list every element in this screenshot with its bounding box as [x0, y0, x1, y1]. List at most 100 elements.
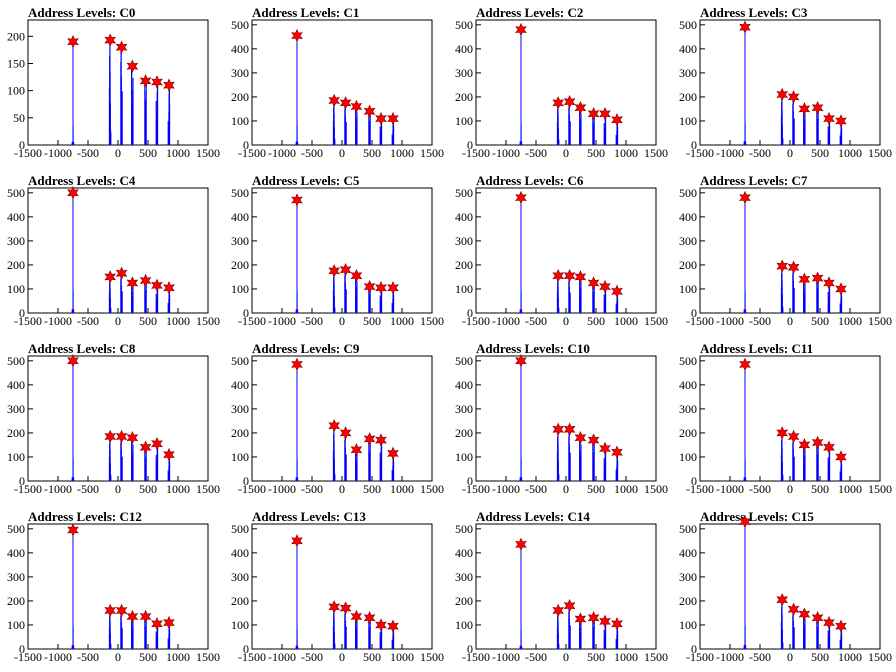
y-tick-label: 200	[7, 594, 25, 608]
peak-marker	[835, 114, 847, 128]
x-tick-label: -1500	[462, 146, 490, 160]
x-tick-label: 1500	[868, 314, 892, 328]
peak-marker	[151, 278, 163, 293]
x-tick-label: -500	[301, 314, 323, 328]
peak-marker	[599, 107, 611, 121]
peak-marker	[611, 445, 623, 459]
x-tick-label: -1000	[44, 482, 72, 496]
y-tick-label: 100	[7, 618, 25, 632]
x-tick-label: -500	[525, 482, 547, 496]
x-tick-label: -1500	[238, 146, 266, 160]
x-tick-label: 1000	[838, 650, 862, 664]
y-tick-label: 500	[679, 18, 697, 32]
chart-title: Address Levels: C3	[700, 5, 808, 20]
peak-marker	[67, 186, 79, 200]
peak-marker	[126, 59, 139, 73]
chart-panel-12: Address Levels: C12 0 100 200 300 400 500 -1500…	[7, 509, 220, 664]
plot-frame	[699, 523, 881, 650]
y-tick-label: 200	[7, 426, 25, 440]
chart-panel-9: Address Levels: C90100200300400500-1500-…	[231, 341, 444, 496]
chart-panel-7: Address Levels: C70100200300400500-1500-…	[679, 173, 892, 328]
x-tick-label: 500	[811, 650, 829, 664]
peak-marker	[375, 111, 387, 126]
peak-marker	[574, 270, 587, 284]
y-tick-label: 100	[7, 450, 25, 464]
peak-marker	[563, 422, 576, 437]
y-tick-label: 100	[231, 618, 249, 632]
y-tick-label: 400	[679, 546, 697, 560]
y-tick-label: 500	[7, 186, 25, 200]
peak-marker	[339, 96, 352, 110]
x-tick-label: -500	[525, 314, 547, 328]
x-tick-label: 1000	[390, 314, 414, 328]
x-tick-label: 500	[811, 482, 829, 496]
peak-marker	[823, 440, 835, 455]
x-tick-label: 1000	[166, 146, 190, 160]
x-tick-label: 1500	[420, 482, 444, 496]
y-tick-label: 200	[455, 594, 473, 608]
x-tick-label: 1500	[868, 482, 892, 496]
y-tick-label: 500	[231, 354, 249, 368]
y-tick-label: 100	[679, 282, 697, 296]
peak-marker	[611, 617, 623, 631]
chart-title: Address Levels: C9	[252, 341, 360, 356]
x-tick-label: -1000	[716, 482, 744, 496]
chart-panel-3: Address Levels: C30100200300400500-1500-…	[679, 5, 892, 160]
y-tick-label: 0	[19, 474, 25, 488]
x-tick-label: -500	[77, 482, 99, 496]
y-tick-label: 0	[467, 642, 473, 656]
y-tick-label: 100	[7, 84, 25, 98]
x-tick-label: 1000	[614, 482, 638, 496]
peak-marker	[291, 534, 303, 548]
x-tick-label: 1500	[868, 146, 892, 160]
y-tick-label: 0	[691, 642, 697, 656]
x-tick-label: 500	[363, 482, 381, 496]
chart-title: Address Levels: C8	[28, 341, 136, 356]
peak-marker	[151, 617, 163, 631]
x-tick-label: -1000	[268, 314, 296, 328]
x-tick-label: 0	[339, 146, 345, 160]
y-tick-label: 0	[19, 642, 25, 656]
x-tick-label: 500	[139, 146, 157, 160]
peak-marker	[563, 268, 576, 283]
x-tick-label: 500	[363, 146, 381, 160]
x-tick-label: 1500	[644, 314, 668, 328]
peak-marker	[350, 268, 363, 283]
peak-marker	[776, 87, 789, 102]
y-tick-label: 0	[691, 474, 697, 488]
peak-marker	[798, 102, 811, 116]
x-tick-label: -500	[77, 146, 99, 160]
peak-marker	[328, 418, 341, 433]
peak-marker	[291, 28, 303, 43]
x-tick-label: 1500	[420, 650, 444, 664]
peak-marker	[515, 537, 527, 552]
y-tick-label: 0	[691, 306, 697, 320]
y-tick-label: 0	[19, 306, 25, 320]
x-tick-label: -500	[77, 314, 99, 328]
x-tick-label: -1500	[686, 146, 714, 160]
plot-frame	[475, 19, 657, 146]
peak-marker	[835, 619, 847, 633]
chart-title: Address Levels: C0	[28, 5, 135, 20]
peak-marker	[563, 94, 576, 109]
y-tick-label: 500	[7, 522, 25, 536]
peak-marker	[587, 611, 600, 625]
x-tick-label: 1000	[166, 314, 190, 328]
x-tick-label: -500	[77, 650, 99, 664]
chart-panel-8: Address Levels: C80100200300400500-1500-…	[7, 341, 220, 496]
y-tick-label: 0	[467, 306, 473, 320]
x-tick-label: -1500	[462, 650, 490, 664]
chart-panel-5: Address Levels: C50100200300400500-1500-…	[231, 173, 444, 328]
y-tick-label: 500	[679, 354, 697, 368]
peak-marker	[339, 426, 352, 440]
x-tick-label: -1000	[716, 314, 744, 328]
chart-title: Address Levels: C10	[476, 341, 590, 356]
y-tick-label: 100	[455, 450, 473, 464]
chart-panel-11: Address Levels: C11 0 100 200 300 400 500 -1500…	[679, 341, 892, 496]
y-tick-label: 100	[455, 114, 473, 128]
y-tick-label: 0	[243, 642, 249, 656]
y-tick-label: 500	[231, 522, 249, 536]
y-tick-label: 300	[679, 570, 697, 584]
chart-panel-0: Address Levels: C0 0 50 100 150 200 -1500 -1000…	[7, 5, 220, 160]
y-tick-label: 200	[231, 90, 249, 104]
